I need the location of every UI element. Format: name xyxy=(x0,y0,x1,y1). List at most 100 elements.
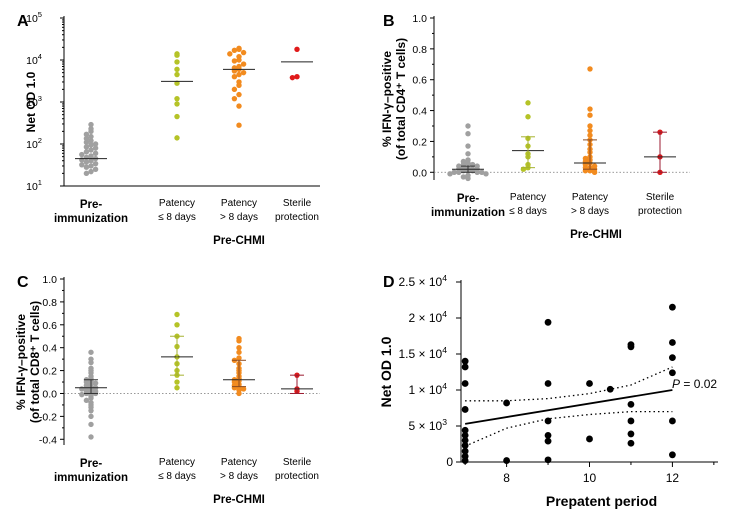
category-label: immunization xyxy=(54,472,128,484)
data-point xyxy=(236,91,242,98)
group-3: Sterile protection xyxy=(275,46,319,223)
data-point xyxy=(240,69,247,76)
y-tick-label-exp: 4 xyxy=(442,381,447,391)
data-point xyxy=(79,151,85,158)
data-point xyxy=(88,163,94,169)
category-label: Sterile xyxy=(646,192,675,203)
data-point xyxy=(174,80,180,86)
data-point xyxy=(544,431,552,439)
data-point xyxy=(236,82,242,88)
data-point xyxy=(236,355,242,361)
data-point xyxy=(587,123,593,129)
data-point xyxy=(461,363,469,371)
data-point xyxy=(669,369,676,377)
panel-letter: B xyxy=(383,13,395,30)
data-point xyxy=(174,322,180,328)
data-point xyxy=(236,338,242,344)
data-point xyxy=(88,434,94,440)
category-label: immunization xyxy=(431,207,505,219)
group-2: Patency > 8 days xyxy=(220,335,258,482)
data-point xyxy=(591,169,598,175)
data-point xyxy=(465,160,471,166)
data-point xyxy=(92,141,99,147)
data-point xyxy=(88,168,94,175)
y-tick-label: 0.4 xyxy=(412,106,427,118)
data-point xyxy=(83,131,90,138)
data-point xyxy=(231,58,238,64)
x-axis-title: Pre-CHMI xyxy=(213,235,265,247)
category-label: Pre- xyxy=(457,193,480,205)
y-tick-label: 101 xyxy=(26,178,42,193)
data-point xyxy=(451,169,457,175)
category-label: > 8 days xyxy=(220,212,258,223)
data-point xyxy=(92,145,99,151)
data-point xyxy=(174,379,180,385)
p-value-number: = 0.02 xyxy=(680,377,717,391)
data-point xyxy=(465,175,471,182)
data-point xyxy=(88,413,94,420)
y-tick-label-exp: 4 xyxy=(442,309,447,319)
y-tick-label-base: 1.5 × 10 xyxy=(398,347,442,361)
data-point xyxy=(236,349,242,355)
group-1: Patency ≤ 8 days xyxy=(158,311,196,482)
data-point xyxy=(669,303,676,311)
y-tick-label: 105 xyxy=(26,10,42,25)
data-point xyxy=(231,385,238,391)
y-tick-label: 5 × 103 xyxy=(409,417,448,433)
data-point xyxy=(236,122,242,128)
y-tick-label: 0.0 xyxy=(412,167,427,179)
p-value-annotation: P = 0.02 xyxy=(672,377,717,391)
data-point xyxy=(627,430,635,438)
data-point xyxy=(294,74,300,80)
p-value-symbol: P xyxy=(672,377,680,391)
data-point xyxy=(88,147,94,153)
data-point xyxy=(461,426,469,434)
data-point xyxy=(461,406,469,413)
category-label: Patency xyxy=(572,192,608,203)
y-axis-label: % IFN-γ–positive xyxy=(14,314,28,410)
data-point xyxy=(544,456,552,464)
data-point xyxy=(174,101,180,107)
data-point xyxy=(79,157,85,163)
y-tick-label: 0.2 xyxy=(412,136,427,148)
category-label: Sterile xyxy=(283,198,312,209)
group-0: Pre-immunization xyxy=(431,123,505,219)
x-tick-label: 12 xyxy=(666,471,680,485)
data-point xyxy=(79,162,85,168)
x-axis-title: Pre-CHMI xyxy=(570,229,622,241)
confidence-band-lower xyxy=(464,410,673,447)
data-point xyxy=(586,435,593,443)
data-point xyxy=(627,401,635,408)
data-point xyxy=(587,127,593,134)
data-point xyxy=(231,47,238,54)
data-point xyxy=(461,442,469,449)
y-tick-label-exp: 4 xyxy=(442,273,447,283)
data-point xyxy=(236,57,242,63)
data-point xyxy=(88,421,94,428)
category-label: Sterile xyxy=(283,457,312,468)
data-point xyxy=(92,150,99,157)
y-axis-label: % IFN-γ–positive xyxy=(380,51,394,147)
category-label: > 8 days xyxy=(220,471,258,482)
category-label: > 8 days xyxy=(571,206,609,217)
data-point xyxy=(627,439,635,447)
y-axis-label: Net OD 1.0 xyxy=(24,71,38,132)
y-tick-label: 0 xyxy=(446,455,453,469)
data-point xyxy=(544,380,552,387)
group-1: Patency ≤ 8 days xyxy=(509,100,547,217)
data-point xyxy=(83,159,90,165)
data-point xyxy=(461,457,469,464)
data-point xyxy=(88,395,94,401)
y-axis-label: (of total CD4⁺ T cells) xyxy=(394,38,408,160)
x-tick-label: 8 xyxy=(503,471,510,485)
data-point xyxy=(525,100,531,106)
x-axis-title: Pre-CHMI xyxy=(213,494,265,506)
y-tick-label: 103 xyxy=(26,94,42,109)
data-point xyxy=(461,437,469,444)
y-tick-label-base: 1 × 10 xyxy=(409,383,443,397)
category-label: protection xyxy=(638,206,682,217)
data-point xyxy=(83,164,90,170)
y-tick-label-base: 10 xyxy=(26,139,38,151)
